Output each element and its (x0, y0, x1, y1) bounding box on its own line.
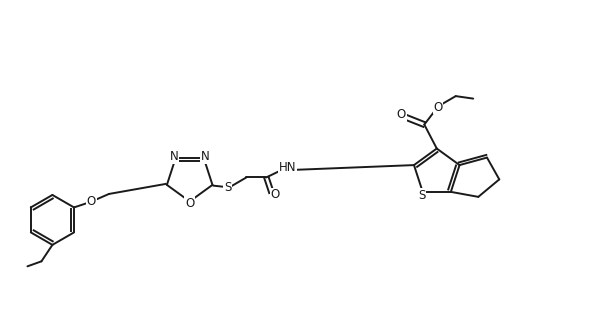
Text: N: N (201, 150, 210, 163)
Text: S: S (418, 189, 425, 202)
Text: S: S (224, 181, 231, 194)
Text: N: N (170, 150, 179, 163)
Text: O: O (434, 101, 443, 114)
Text: HN: HN (279, 161, 296, 174)
Text: O: O (397, 108, 406, 121)
Text: O: O (270, 188, 280, 201)
Text: O: O (185, 197, 194, 210)
Text: O: O (87, 195, 96, 208)
